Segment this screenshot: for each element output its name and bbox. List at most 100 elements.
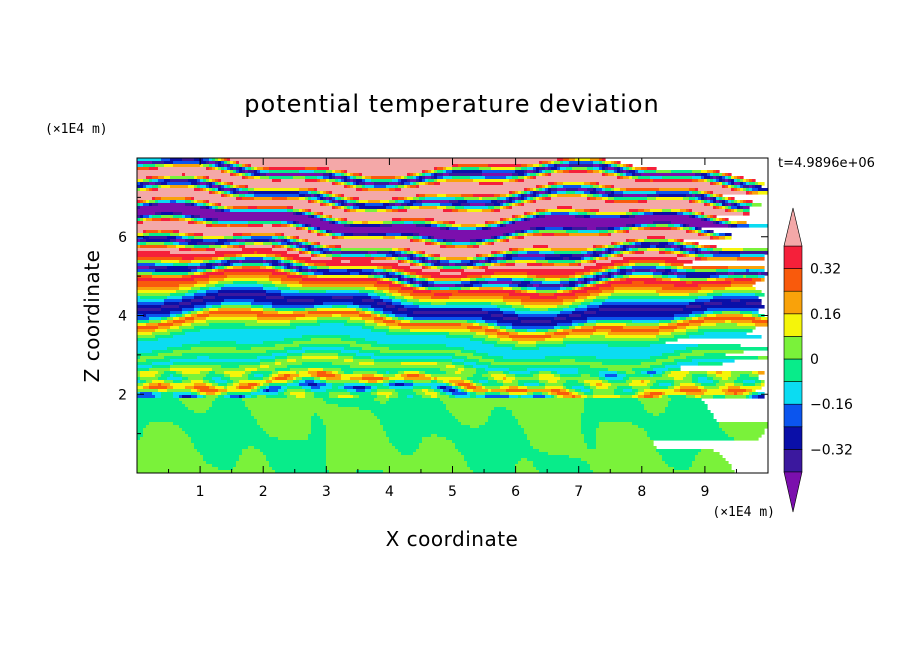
- contour-cell: [710, 218, 714, 222]
- contour-cell: [293, 221, 297, 225]
- contour-cell: [161, 308, 183, 312]
- contour-cell: [410, 248, 510, 252]
- contour-cell: [560, 161, 564, 165]
- contour-cell: [500, 236, 504, 240]
- contour-cell: [539, 197, 543, 201]
- contour-cell: [245, 401, 327, 405]
- contour-cell: [455, 221, 486, 225]
- contour-cell: [563, 395, 573, 399]
- contour-cell: [755, 317, 762, 321]
- contour-cell: [311, 209, 345, 213]
- contour-cell: [137, 437, 141, 441]
- contour-cell: [335, 374, 342, 378]
- contour-cell: [137, 416, 255, 420]
- contour-cell: [140, 392, 153, 396]
- contour-cell: [590, 386, 597, 390]
- contour-cell: [389, 347, 465, 351]
- contour-cell: [272, 248, 288, 252]
- contour-cell: [317, 371, 327, 375]
- contour-cell: [296, 248, 300, 252]
- contour-cell: [752, 392, 759, 396]
- contour-cell: [149, 383, 159, 387]
- contour-cell: [713, 203, 717, 207]
- contour-cell: [215, 251, 255, 255]
- contour-cell: [350, 392, 372, 396]
- contour-cell: [209, 386, 216, 390]
- contour-cell: [389, 383, 396, 387]
- contour-cell: [662, 272, 669, 276]
- contour-cell: [377, 389, 396, 393]
- contour-cell: [302, 266, 309, 270]
- contour-cell: [305, 395, 315, 399]
- contour-cell: [731, 374, 741, 378]
- contour-cell: [206, 284, 216, 288]
- contour-cell: [503, 299, 522, 303]
- contour-cell: [437, 380, 444, 384]
- contour-cell: [137, 293, 171, 297]
- contour-cell: [305, 263, 309, 267]
- contour-cell: [368, 233, 387, 237]
- contour-cell: [302, 227, 306, 231]
- contour-cell: [380, 422, 462, 426]
- contour-cell: [389, 440, 423, 444]
- contour-cell: [206, 320, 258, 324]
- contour-cell: [587, 395, 594, 399]
- contour-cell: [608, 272, 612, 276]
- contour-cell: [740, 200, 744, 204]
- contour-cell: [536, 329, 549, 333]
- contour-cell: [563, 386, 567, 390]
- contour-cell: [668, 323, 678, 327]
- contour-cell: [305, 179, 318, 183]
- contour-cell: [353, 176, 357, 180]
- contour-cell: [617, 386, 633, 390]
- contour-cell: [137, 239, 141, 243]
- contour-cell: [470, 380, 474, 384]
- contour-cell: [221, 263, 225, 267]
- contour-cell: [416, 257, 420, 261]
- contour-cell: [152, 179, 159, 183]
- contour-cell: [470, 467, 516, 471]
- contour-cell: [632, 389, 639, 393]
- contour-cell: [287, 350, 306, 354]
- contour-cell: [254, 242, 264, 246]
- contour-cell: [251, 236, 273, 240]
- contour-cell: [614, 191, 624, 195]
- contour-cell: [233, 263, 243, 267]
- contour-cell: [362, 221, 369, 225]
- contour-cell: [584, 191, 591, 195]
- contour-cell: [440, 254, 477, 258]
- contour-cell: [440, 257, 447, 261]
- contour-cell: [527, 263, 543, 267]
- contour-cell: [248, 446, 255, 450]
- contour-cell: [278, 242, 282, 246]
- contour-cell: [413, 176, 417, 180]
- contour-cell: [242, 173, 246, 177]
- contour-cell: [143, 200, 147, 204]
- contour-cell: [584, 182, 591, 186]
- contour-cell: [671, 371, 690, 375]
- contour-cell: [758, 182, 765, 186]
- contour-cell: [362, 173, 408, 177]
- contour-cell: [236, 188, 240, 192]
- contour-cell: [590, 302, 603, 306]
- contour-cell: [383, 266, 393, 270]
- contour-cell: [650, 356, 669, 360]
- contour-cell: [281, 179, 306, 183]
- contour-cell: [668, 464, 693, 468]
- contour-cell: [599, 164, 603, 168]
- contour-cell: [221, 392, 228, 396]
- contour-cell: [143, 314, 147, 318]
- contour-cell: [512, 191, 516, 195]
- contour-cell: [239, 380, 267, 384]
- contour-cell: [266, 173, 324, 177]
- contour-cell: [620, 248, 624, 252]
- contour-cell: [386, 314, 390, 318]
- contour-cell: [530, 200, 534, 204]
- contour-cell: [518, 248, 525, 252]
- contour-cell: [401, 281, 405, 285]
- contour-cell: [659, 194, 687, 198]
- contour-cell: [218, 218, 321, 222]
- contour-cell: [557, 206, 573, 210]
- contour-cell: [527, 290, 537, 294]
- contour-cell: [455, 389, 459, 393]
